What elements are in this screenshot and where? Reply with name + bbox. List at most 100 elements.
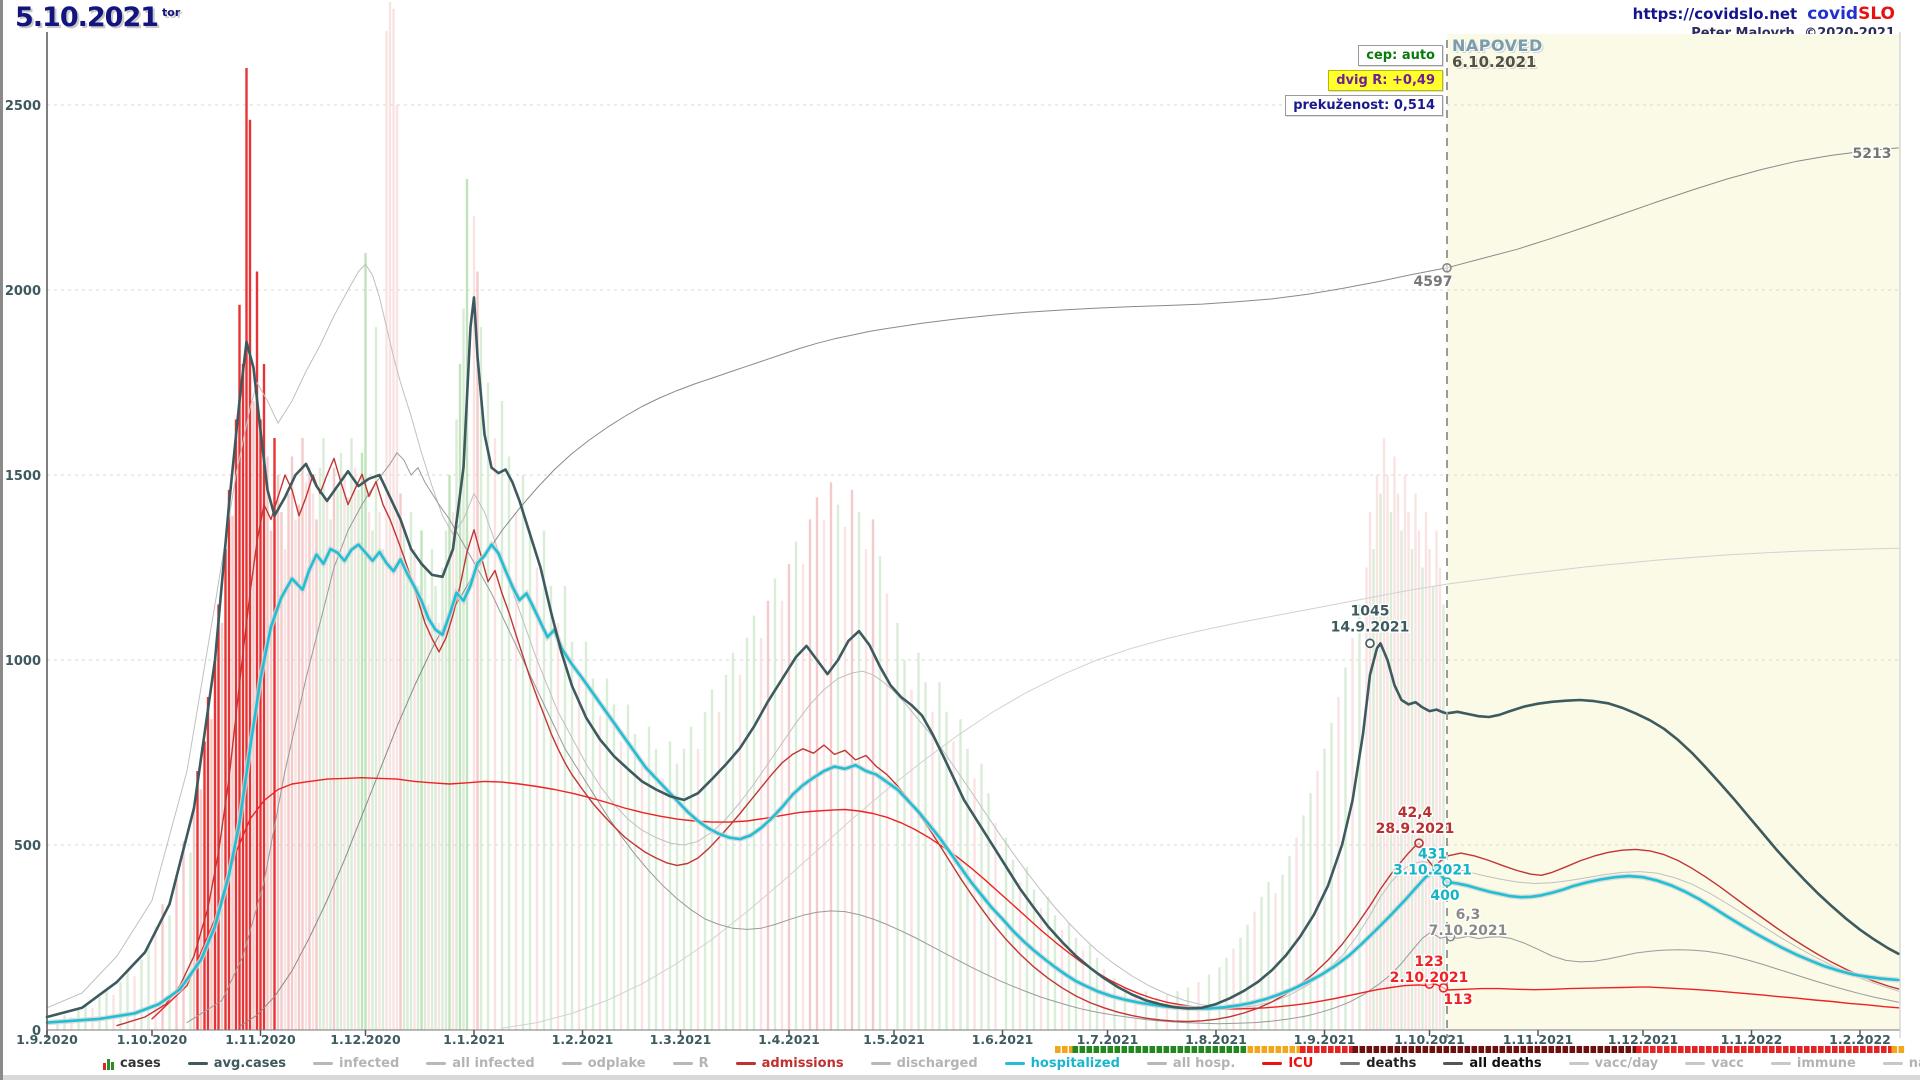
- daily-cases-bar: [409, 512, 413, 1030]
- daily-cases-bar: [448, 475, 451, 1030]
- daily-cases-bar: [1207, 974, 1211, 1030]
- weekday-abbr: tor: [162, 6, 181, 19]
- risk-band-block: [1506, 1046, 1513, 1053]
- daily-cases-bar: [829, 482, 833, 1030]
- legend-item-icu[interactable]: ICU: [1262, 1056, 1313, 1071]
- daily-cases-bar: [605, 678, 609, 1030]
- dvig-r-setting-box[interactable]: dvig R: +0,49: [1328, 70, 1443, 91]
- daily-cases-bar: [154, 926, 157, 1030]
- daily-cases-bar: [346, 497, 350, 1030]
- epidemic-chart: 0 500 1000 1500 2000 2500 1.9.2020 1.10.2020 1.1…: [5, 2, 1905, 1053]
- daily-cases-bar: [1218, 967, 1221, 1030]
- risk-band-block: [1352, 1046, 1359, 1053]
- annotation-value: 431: [1418, 847, 1447, 863]
- risk-band-block: [1636, 1046, 1642, 1053]
- daily-cases-bar: [472, 216, 476, 1030]
- daily-cases-bar: [413, 549, 416, 1030]
- daily-cases-bar: [441, 567, 444, 1030]
- legend-item-all-deaths[interactable]: all deaths: [1443, 1056, 1542, 1071]
- daily-cases-bar: [1365, 567, 1368, 1030]
- daily-cases-bar: [308, 467, 311, 1031]
- daily-cases-bar: [924, 682, 927, 1030]
- annotation-value: 42,4: [1398, 805, 1433, 821]
- legend-item-naive[interactable]: naive: [1882, 1056, 1920, 1071]
- risk-band-block: [1436, 1046, 1443, 1053]
- legend-item-avg-cases[interactable]: avg.cases: [187, 1056, 286, 1071]
- risk-band-block: [1415, 1046, 1422, 1053]
- daily-cases-bar: [1438, 567, 1442, 1030]
- risk-band-block: [1643, 1046, 1649, 1053]
- legend-item-infected[interactable]: infected: [313, 1056, 399, 1071]
- daily-cases-bar: [1281, 874, 1284, 1030]
- legend-item-label: vacc: [1711, 1056, 1744, 1071]
- risk-band-block: [1583, 1046, 1590, 1053]
- daily-cases-bar: [1225, 957, 1228, 1030]
- risk-band-block: [1254, 1046, 1261, 1053]
- legend-item-hospitalized[interactable]: hospitalized: [1004, 1056, 1120, 1071]
- site-url-link[interactable]: https://covidslo.net: [1632, 5, 1798, 23]
- risk-band-block: [1471, 1046, 1478, 1053]
- risk-band-block: [1706, 1046, 1712, 1053]
- y-tick-label: 1500: [5, 469, 41, 484]
- legend-item-cases[interactable]: cases: [103, 1056, 161, 1071]
- legend-item-r[interactable]: R: [672, 1056, 709, 1071]
- x-tick-label: 1.1.2022: [1721, 1032, 1783, 1047]
- series-line-hospitalized: [45, 543, 1900, 1024]
- risk-band-block: [1692, 1046, 1698, 1053]
- legend-item-label: vacc/day: [1594, 1056, 1659, 1071]
- daily-cases-bar: [640, 763, 644, 1030]
- risk-band-block: [1562, 1046, 1569, 1053]
- daily-cases-bar: [56, 1020, 59, 1030]
- legend-item-deaths[interactable]: deaths: [1340, 1056, 1416, 1071]
- daily-cases-bar: [878, 556, 882, 1030]
- legend-item-all-hosp-[interactable]: all hosp.: [1146, 1056, 1236, 1071]
- risk-band-block: [1741, 1046, 1747, 1053]
- daily-cases-bar: [1102, 968, 1106, 1030]
- risk-band-block: [1142, 1046, 1149, 1053]
- risk-band-block: [1685, 1046, 1691, 1053]
- risk-band-block: [1296, 1046, 1303, 1053]
- daily-cases-bar: [1375, 475, 1379, 1030]
- legend-item-discharged[interactable]: discharged: [870, 1056, 978, 1071]
- prekuzenost-setting-box[interactable]: prekuženost: 0,514: [1285, 95, 1443, 116]
- daily-cases-bar: [717, 711, 721, 1030]
- risk-band-block: [1664, 1046, 1670, 1053]
- risk-band-block: [1069, 1046, 1075, 1053]
- risk-band-block: [1307, 1046, 1313, 1053]
- daily-cases-bar: [507, 456, 511, 1030]
- daily-cases-bar: [1144, 991, 1148, 1030]
- legend-item-all-infected[interactable]: all infected: [426, 1056, 535, 1071]
- risk-band-block: [1650, 1046, 1656, 1053]
- annotation-date: 7.10.2021: [1429, 923, 1508, 939]
- current-date: 5.10.2021: [15, 2, 159, 33]
- daily-cases-bar: [318, 467, 322, 1031]
- legend-line-swatch: [672, 1062, 693, 1065]
- risk-band-block: [1818, 1046, 1824, 1053]
- x-tick-label: 1.9.2021: [1294, 1032, 1356, 1047]
- daily-cases-bar: [570, 641, 574, 1030]
- risk-band-block: [1846, 1046, 1852, 1053]
- daily-cases-bar: [227, 489, 231, 1030]
- daily-cases-bar: [493, 438, 497, 1030]
- risk-band-block: [1541, 1046, 1548, 1053]
- legend-item-label: all hosp.: [1172, 1056, 1236, 1071]
- legend-item-odplake[interactable]: odplake: [561, 1056, 646, 1071]
- legend-item-admissions[interactable]: admissions: [735, 1056, 844, 1071]
- daily-cases-bar: [273, 438, 276, 1030]
- legend-item-vacc-day[interactable]: vacc/day: [1568, 1056, 1659, 1071]
- annotation-value: 113: [1443, 992, 1472, 1008]
- risk-band-block: [1632, 1046, 1639, 1053]
- cep-setting-box[interactable]: cep: auto: [1358, 45, 1443, 66]
- legend-item-immune[interactable]: immune: [1770, 1056, 1856, 1071]
- risk-band-block: [1671, 1046, 1677, 1053]
- daily-cases-bar: [192, 808, 196, 1030]
- cases-bars-icon: [103, 1058, 114, 1070]
- risk-band-block: [1156, 1046, 1163, 1053]
- legend-item-vacc[interactable]: vacc: [1685, 1056, 1744, 1071]
- daily-cases-bar: [451, 512, 455, 1030]
- daily-cases-bar: [360, 452, 364, 1030]
- data-point-marker: [1442, 262, 1452, 273]
- risk-band-block: [1499, 1046, 1506, 1053]
- daily-cases-bar: [1309, 793, 1312, 1030]
- daily-cases-bar: [371, 530, 374, 1030]
